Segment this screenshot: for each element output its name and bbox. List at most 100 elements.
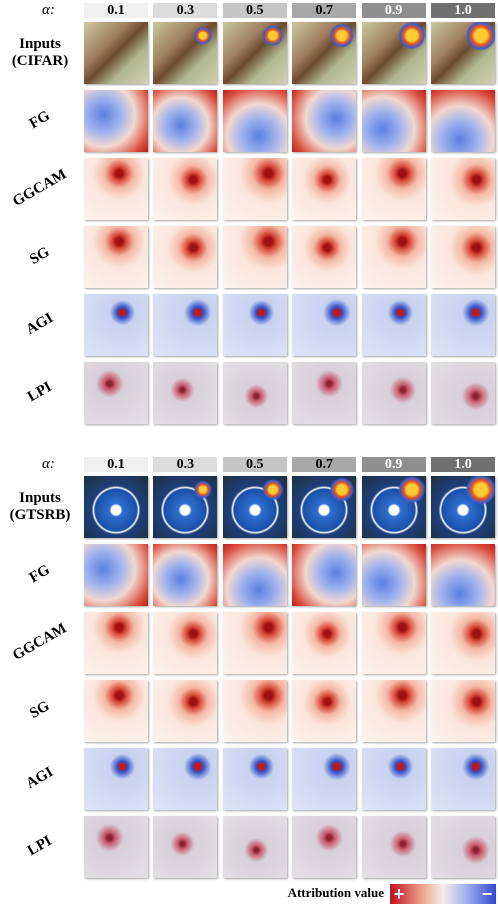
alpha-header: 0.7: [292, 457, 357, 472]
attribution-map: [361, 544, 426, 606]
attribution-map: [222, 816, 287, 878]
alpha-label: α:: [42, 2, 55, 18]
input-image: [84, 22, 148, 84]
input-image: [222, 22, 287, 84]
attribution-map: [361, 612, 426, 674]
legend-negative: −: [481, 884, 493, 904]
alpha-header: 0.9: [361, 457, 426, 472]
attribution-map: [153, 90, 218, 152]
alpha-header: 0.3: [153, 457, 218, 472]
row-label: FG: [26, 561, 53, 587]
attribution-map: [431, 612, 495, 674]
attribution-map: [84, 362, 148, 424]
input-image: [153, 476, 218, 538]
row-label: Inputs (CIFAR): [11, 36, 69, 69]
row-label: SG: [27, 244, 53, 269]
attribution-map: [153, 748, 218, 810]
attribution-map: [222, 680, 287, 742]
row-label: LPI: [24, 832, 55, 860]
attribution-map: [153, 294, 218, 356]
attribution-map: [292, 748, 357, 810]
attribution-map: [361, 158, 426, 220]
legend-title: Attribution value: [287, 885, 384, 900]
alpha-header: 0.9: [361, 3, 426, 18]
attribution-map: [84, 748, 148, 810]
alpha-header: 0.7: [292, 3, 357, 18]
input-image: [361, 22, 426, 84]
attribution-map: [431, 362, 495, 424]
attribution-map: [84, 294, 148, 356]
attribution-map: [153, 158, 218, 220]
attribution-map: [431, 748, 495, 810]
input-image: [361, 476, 426, 538]
attribution-map: [84, 158, 148, 220]
attribution-map: [292, 544, 357, 606]
attribution-map: [153, 362, 218, 424]
alpha-header: 0.5: [222, 3, 287, 18]
attribution-map: [222, 158, 287, 220]
attribution-map: [431, 226, 495, 288]
alpha-header: 0.5: [222, 457, 287, 472]
attribution-map: [292, 294, 357, 356]
attribution-map: [361, 90, 426, 152]
attribution-map: [222, 362, 287, 424]
attribution-map: [153, 612, 218, 674]
row-label: FG: [26, 107, 53, 133]
attribution-map: [222, 612, 287, 674]
attribution-map: [153, 226, 218, 288]
attribution-map: [84, 816, 148, 878]
input-image: [153, 22, 218, 84]
attribution-map: [361, 294, 426, 356]
attribution-map: [431, 294, 495, 356]
colorbar: [390, 884, 496, 904]
input-image: [431, 476, 495, 538]
row-label: LPI: [24, 378, 55, 406]
alpha-label: α:: [42, 456, 55, 472]
attribution-map: [361, 362, 426, 424]
attribution-map: [431, 90, 495, 152]
row-label: SG: [27, 698, 53, 723]
attribution-map: [361, 226, 426, 288]
input-image: [292, 476, 357, 538]
attribution-map: [292, 680, 357, 742]
legend-positive: +: [393, 884, 405, 904]
input-image: [292, 22, 357, 84]
alpha-header: 1.0: [431, 457, 495, 472]
attribution-map: [431, 544, 495, 606]
attribution-map: [292, 90, 357, 152]
input-image: [431, 22, 495, 84]
attribution-map: [153, 816, 218, 878]
row-label: Inputs (GTSRB): [9, 490, 71, 523]
attribution-map: [292, 226, 357, 288]
row-label: GGCAM: [10, 166, 70, 210]
attribution-map: [84, 544, 148, 606]
attribution-map: [222, 226, 287, 288]
alpha-header: 1.0: [431, 3, 495, 18]
row-label: AGI: [23, 310, 57, 339]
attribution-map: [431, 816, 495, 878]
attribution-map: [222, 544, 287, 606]
attribution-map: [84, 612, 148, 674]
attribution-map: [84, 226, 148, 288]
attribution-map: [361, 748, 426, 810]
attribution-map: [84, 90, 148, 152]
attribution-map: [431, 158, 495, 220]
input-image: [84, 476, 148, 538]
attribution-map: [292, 158, 357, 220]
attribution-map: [431, 680, 495, 742]
alpha-header: 0.1: [84, 457, 148, 472]
attribution-map: [361, 816, 426, 878]
alpha-header: 0.3: [153, 3, 218, 18]
attribution-map: [222, 90, 287, 152]
input-image: [222, 476, 287, 538]
attribution-map: [84, 680, 148, 742]
alpha-header: 0.1: [84, 3, 148, 18]
row-label: AGI: [23, 764, 57, 793]
attribution-map: [292, 362, 357, 424]
attribution-map: [153, 680, 218, 742]
attribution-map: [292, 816, 357, 878]
row-label: GGCAM: [10, 620, 70, 664]
attribution-map: [361, 680, 426, 742]
attribution-map: [222, 294, 287, 356]
